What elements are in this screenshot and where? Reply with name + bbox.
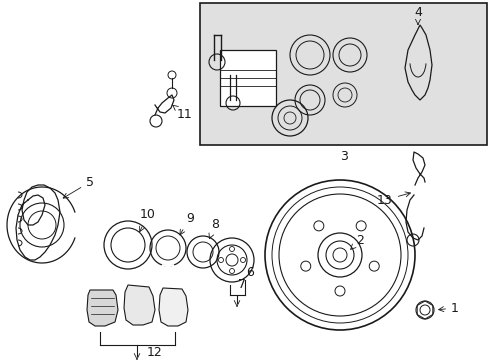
Text: 7: 7 (238, 278, 245, 291)
Text: 5: 5 (63, 175, 94, 198)
Polygon shape (124, 285, 155, 325)
Polygon shape (87, 290, 118, 326)
Text: 3: 3 (339, 150, 347, 163)
Polygon shape (159, 288, 187, 326)
Text: 13: 13 (376, 192, 409, 207)
Text: 2: 2 (350, 234, 363, 249)
Bar (220, 50, 275, 106)
Text: 6: 6 (245, 266, 253, 279)
Text: 9: 9 (180, 211, 194, 235)
Text: 11: 11 (172, 105, 192, 122)
Bar (200, 3, 486, 145)
Text: 12: 12 (147, 346, 163, 359)
Text: 1: 1 (438, 302, 458, 315)
Text: 8: 8 (208, 219, 219, 239)
Text: 10: 10 (140, 208, 156, 232)
Text: 4: 4 (413, 5, 421, 24)
